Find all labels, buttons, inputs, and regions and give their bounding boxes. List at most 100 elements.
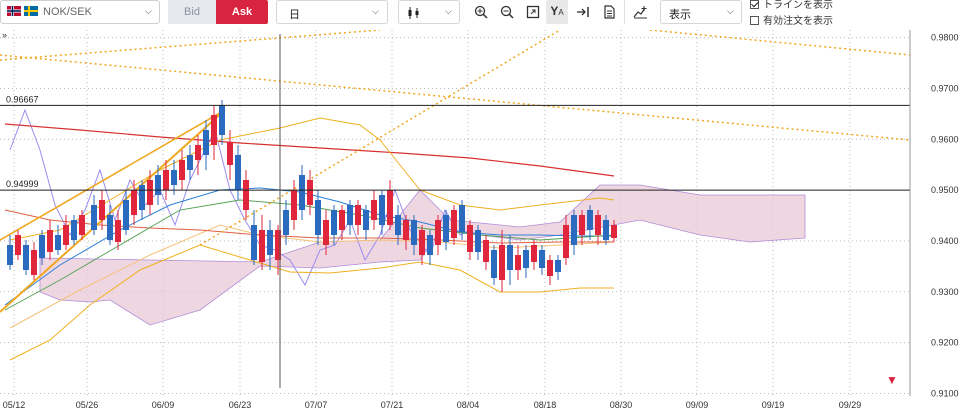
period-select[interactable]: 日 ⌵ — [276, 0, 388, 24]
bollinger-lower — [9, 244, 614, 361]
sweden-flag-icon — [24, 6, 38, 16]
candle-body — [123, 200, 129, 230]
toolbar-divider — [624, 0, 625, 24]
orders-option-label: 有効注文を表示 — [763, 16, 833, 27]
candle-body — [547, 260, 553, 276]
bid-button[interactable]: Bid — [168, 0, 216, 24]
trendline-checkbox[interactable] — [750, 0, 759, 9]
ask-button[interactable]: Ask — [216, 0, 268, 24]
y-tick-label: 0.9100 — [931, 388, 959, 398]
zoom-out-icon[interactable] — [496, 0, 518, 24]
candle-body — [451, 210, 457, 238]
candle-body — [211, 115, 217, 145]
candle-body — [107, 215, 113, 240]
candle-body — [299, 175, 305, 210]
x-tick-label: 05/26 — [76, 400, 99, 410]
candle-body — [147, 180, 153, 205]
candle-body — [203, 130, 209, 155]
candle-body — [235, 155, 241, 190]
trend-line-solid — [0, 109, 226, 241]
candle-body — [275, 230, 281, 260]
x-tick-label: 08/30 — [610, 400, 633, 410]
y-tick-label: 0.9700 — [931, 83, 959, 93]
norway-flag-icon — [7, 6, 21, 16]
candle-body — [531, 245, 537, 262]
candle-body — [395, 215, 401, 235]
trendline-option[interactable]: トラインを表示 — [750, 0, 833, 11]
document-icon[interactable] — [598, 0, 620, 24]
fit-screen-icon[interactable] — [522, 0, 544, 24]
candle-body — [259, 230, 265, 262]
y-tick-label: 0.9300 — [931, 287, 959, 297]
y-tick-label: 0.9200 — [931, 338, 959, 348]
collapse-arrows-icon[interactable]: » — [2, 30, 7, 40]
candle-body — [555, 260, 561, 272]
y-tick-label: 0.9500 — [931, 185, 959, 195]
x-tick-label: 08/18 — [534, 400, 557, 410]
candle-body — [291, 190, 297, 220]
candle-body — [459, 205, 465, 232]
display-label: 表示 — [669, 9, 691, 21]
x-tick-label: 06/23 — [229, 400, 252, 410]
candle-body — [283, 210, 289, 235]
display-select[interactable]: 表示 ⌵ — [660, 0, 742, 24]
jump-latest-icon[interactable] — [572, 0, 594, 24]
last-price-marker-icon: ▼ — [886, 373, 898, 387]
candle-body — [419, 230, 425, 255]
moving-average-long — [4, 123, 615, 177]
candle-body — [611, 225, 617, 238]
candle-body — [467, 225, 473, 252]
candle-body — [571, 215, 577, 245]
period-label: 日 — [289, 9, 300, 21]
candle-body — [443, 215, 449, 242]
date-axis: 05/12 05/26 06/09 06/23 07/07 07/21 08/04 08/18… — [3, 400, 862, 410]
x-tick-label: 07/07 — [305, 400, 328, 410]
candle-body — [515, 255, 521, 270]
candle-body — [163, 170, 169, 190]
candlestick-icon — [408, 7, 419, 19]
candle-body — [355, 205, 361, 225]
x-tick-label: 09/29 — [839, 400, 862, 410]
candle-body — [251, 225, 257, 260]
horizontal-lines: 0.96667 0.94999 — [0, 94, 910, 191]
candle-body — [499, 245, 505, 280]
candle-body — [435, 220, 441, 245]
chevron-down-icon: ⌵ — [445, 6, 452, 16]
candle-body — [79, 215, 85, 235]
orders-option[interactable]: 有効注文を表示 — [750, 12, 833, 27]
y-axis-scale-icon[interactable]: YA — [546, 0, 568, 24]
x-tick-label: 05/12 — [3, 400, 26, 410]
candle-body — [587, 210, 593, 230]
candle-body — [563, 225, 569, 258]
add-indicator-icon[interactable] — [628, 0, 652, 24]
candle-body — [267, 230, 273, 255]
candle-body — [507, 245, 513, 270]
candle-body — [307, 180, 313, 205]
x-tick-label: 09/19 — [762, 400, 785, 410]
chart-toolbar: NOK/SEK ⌵ Bid Ask 日 ⌵ ⌵ YA 表示 ⌵ トラインを表示 — [0, 0, 962, 27]
orders-checkbox[interactable] — [750, 16, 759, 25]
chevron-down-icon: ⌵ — [372, 6, 379, 16]
y-tick-label: 0.9600 — [931, 134, 959, 144]
candle-body — [363, 210, 369, 230]
x-tick-label: 06/09 — [152, 400, 175, 410]
currency-pair-select[interactable]: NOK/SEK ⌵ — [0, 0, 160, 24]
candle-body — [483, 240, 489, 262]
x-tick-label: 07/21 — [381, 400, 404, 410]
candle-body — [63, 225, 69, 245]
price-chart[interactable]: 0.96667 0.94999 0.9800 0.9700 0.9600 0.9500 0… — [0, 29, 962, 411]
candle-body — [379, 195, 385, 225]
zoom-in-icon[interactable] — [470, 0, 492, 24]
pair-label: NOK/SEK — [43, 6, 92, 18]
trend-line — [0, 54, 911, 141]
candle-body — [187, 155, 193, 170]
candle-body — [171, 170, 177, 185]
chart-type-select[interactable]: ⌵ — [398, 0, 460, 24]
candle-body — [139, 185, 145, 210]
candle-body — [339, 210, 345, 230]
candle-body — [371, 200, 377, 220]
price-axis: 0.9800 0.9700 0.9600 0.9500 0.9400 0.9300 0.92… — [909, 30, 959, 398]
candle-body — [31, 250, 37, 275]
candle-body — [347, 205, 353, 225]
